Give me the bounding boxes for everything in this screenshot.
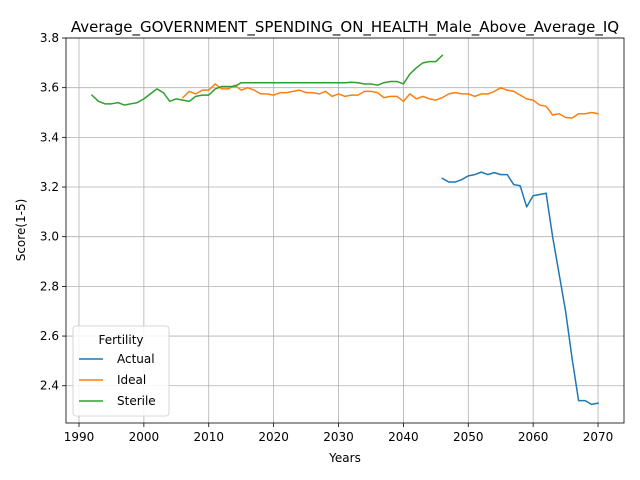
series-line-ideal [181,83,599,119]
legend: Fertility Actual Ideal Sterile [72,325,170,417]
legend-label-ideal: Ideal [117,373,146,387]
y-tick-label: 3.0 [40,230,59,244]
x-tick-label: 1990 [64,430,95,444]
y-tick-label: 2.4 [40,379,59,393]
y-tick-label: 3.6 [40,81,59,95]
legend-label-sterile: Sterile [117,394,156,408]
x-tick-label: 2030 [323,430,354,444]
x-tick-label: 2050 [453,430,484,444]
series-line-sterile [90,54,444,106]
series-line-actual [441,171,599,406]
legend-title: Fertility [98,333,143,347]
y-tick-label: 3.8 [40,31,59,45]
chart-title: Average_GOVERNMENT_SPENDING_ON_HEALTH_Ma… [71,18,619,37]
x-tick-label: 2020 [258,430,289,444]
x-tick-label: 2000 [129,430,160,444]
x-tick-label: 2010 [193,430,224,444]
y-axis-label: Score(1-5) [14,199,28,262]
plot-frame [65,37,625,424]
x-axis-label: Years [328,451,361,465]
legend-box [72,325,170,417]
axis-ticks: 1990 2000 2010 2020 2030 2040 2050 2060 2070 2.4 2… [40,31,613,444]
x-tick-label: 2070 [583,430,614,444]
y-tick-label: 3.2 [40,180,59,194]
x-tick-label: 2040 [388,430,419,444]
y-tick-label: 2.8 [40,279,59,293]
legend-label-actual: Actual [117,352,155,366]
y-tick-label: 3.4 [40,130,59,144]
y-tick-label: 2.6 [40,329,59,343]
series-group [90,54,599,406]
x-tick-label: 2060 [518,430,549,444]
legend-items: Actual Ideal Sterile [79,352,156,408]
